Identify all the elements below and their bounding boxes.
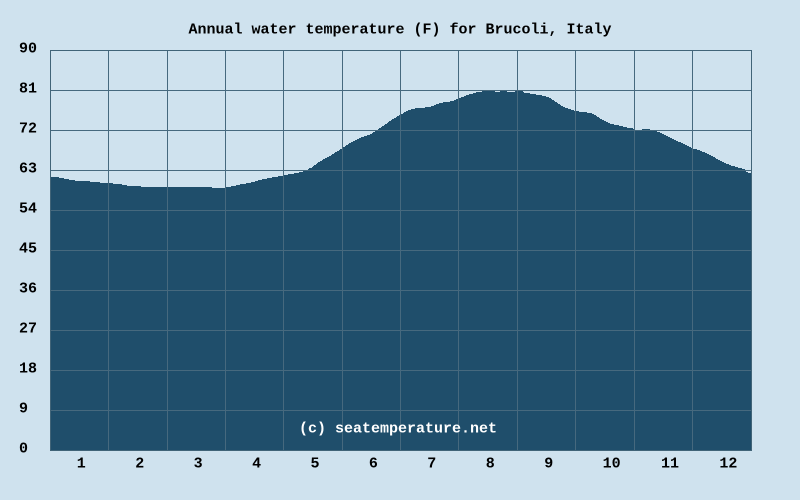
svg-text:8: 8 xyxy=(486,456,495,473)
svg-text:72: 72 xyxy=(19,121,37,138)
svg-text:5: 5 xyxy=(311,456,320,473)
svg-text:Annual water temperature (F) f: Annual water temperature (F) for Brucoli… xyxy=(188,22,611,39)
svg-text:6: 6 xyxy=(369,456,378,473)
svg-text:9: 9 xyxy=(544,456,553,473)
svg-text:2: 2 xyxy=(135,456,144,473)
svg-text:1: 1 xyxy=(77,456,86,473)
svg-text:45: 45 xyxy=(19,241,37,258)
svg-text:9: 9 xyxy=(19,401,28,418)
svg-text:7: 7 xyxy=(427,456,436,473)
svg-text:27: 27 xyxy=(19,321,37,338)
svg-text:18: 18 xyxy=(19,361,37,378)
svg-text:54: 54 xyxy=(19,201,37,218)
svg-text:81: 81 xyxy=(19,81,37,98)
svg-text:10: 10 xyxy=(603,456,621,473)
svg-text:3: 3 xyxy=(194,456,203,473)
svg-text:0: 0 xyxy=(19,441,28,458)
svg-text:(c) seatemperature.net: (c) seatemperature.net xyxy=(299,421,497,438)
svg-text:4: 4 xyxy=(252,456,261,473)
svg-text:11: 11 xyxy=(661,456,679,473)
svg-text:63: 63 xyxy=(19,161,37,178)
svg-text:90: 90 xyxy=(19,41,37,58)
svg-text:12: 12 xyxy=(719,456,737,473)
svg-text:36: 36 xyxy=(19,281,37,298)
